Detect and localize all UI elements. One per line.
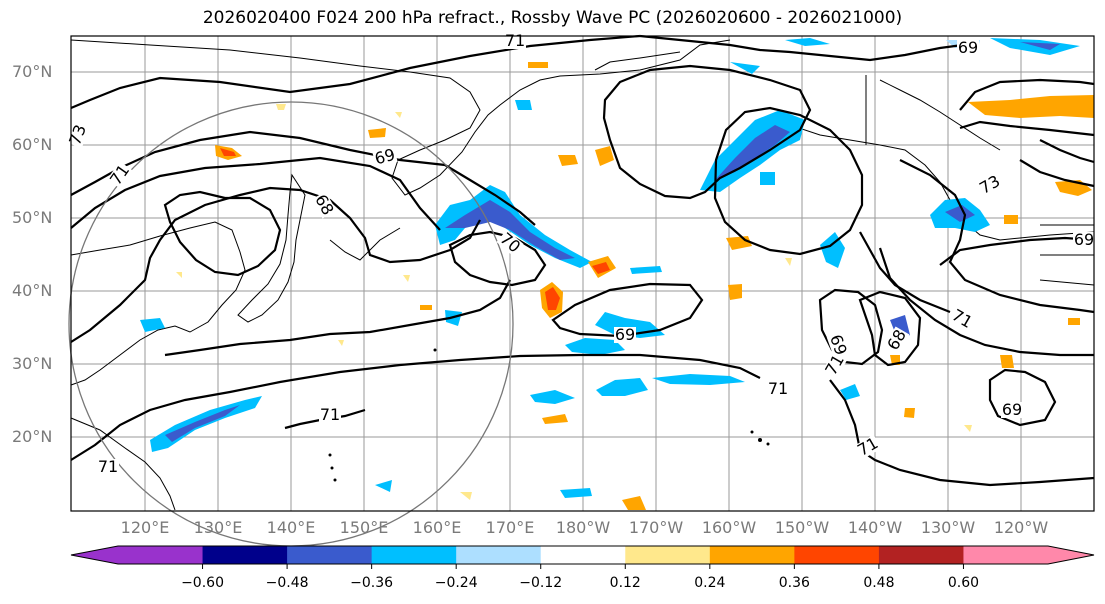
colorbar-segment <box>963 546 1049 564</box>
contour-label-bg <box>767 381 789 397</box>
colorbar-segment <box>287 546 373 564</box>
contour-label-bg <box>319 407 341 423</box>
contour-label: 69 <box>958 38 978 57</box>
latitude-label: 20°N <box>12 427 53 446</box>
colorbar-segment <box>878 546 964 564</box>
colorbar-tick-label: 0.36 <box>778 575 810 591</box>
contour-label-bg <box>957 40 979 56</box>
contour-label-bg <box>884 326 910 354</box>
colorbar-tick-label: 0.48 <box>863 575 895 591</box>
colorbar-tick-label: 0.60 <box>947 575 980 591</box>
contour-label-bg <box>311 191 337 219</box>
colorbar-tick-label: −0.36 <box>350 575 394 591</box>
latitude-label: 30°N <box>12 354 53 373</box>
colorbar-segment <box>371 546 457 564</box>
latitude-label: 40°N <box>12 281 53 300</box>
contour-label: 71 <box>768 379 788 398</box>
longitude-label: 170°E <box>485 518 535 537</box>
contour-label: 71 <box>98 457 118 476</box>
contours <box>70 34 1095 487</box>
contour-label-bg <box>66 121 90 149</box>
colorbar-extend-max <box>1048 546 1094 564</box>
contour-label-bg <box>614 327 636 343</box>
contour-label: 69 <box>1002 400 1022 419</box>
longitude-label: 140°E <box>266 518 316 537</box>
latitude-label: 70°N <box>12 62 53 81</box>
contour-label-bg <box>1073 232 1095 248</box>
contour-label: 69 <box>373 145 398 169</box>
colorbar-segment <box>118 546 204 564</box>
colorbar-segment <box>709 546 795 564</box>
latitude-label: 60°N <box>12 135 53 154</box>
contour-label: 69 <box>615 325 635 344</box>
contour-label-bg <box>826 331 850 359</box>
contour-label-bg <box>504 33 526 49</box>
colorbar-segment <box>456 546 542 564</box>
colorbar-tick-label: −0.48 <box>265 575 309 591</box>
longitude-label: 150°W <box>774 518 830 537</box>
colorbar-tick-label: 0.12 <box>609 575 641 591</box>
longitude-label: 160°E <box>412 518 462 537</box>
latitude-label: 50°N <box>12 208 53 227</box>
contour-label-bg <box>822 351 848 379</box>
colorbar-segment <box>625 546 711 564</box>
longitude-label: 120°W <box>993 518 1049 537</box>
colorbar-tick-label: −0.24 <box>434 575 478 591</box>
contour-label: 71 <box>505 31 525 50</box>
contour-label-bg <box>496 229 524 257</box>
map-border <box>70 35 1095 512</box>
contour-label: 71 <box>320 405 340 424</box>
longitude-label: 180°W <box>555 518 611 537</box>
longitude-label: 130°W <box>920 518 976 537</box>
colorbar-outline <box>70 545 1095 565</box>
contour-label-bg <box>1001 402 1023 418</box>
contour-label-bg <box>948 306 976 332</box>
longitude-label: 170°W <box>628 518 684 537</box>
colorbar-tick-label: 0.24 <box>694 575 726 591</box>
colorbar-tick-label: −0.12 <box>519 575 563 591</box>
longitude-label: 140°W <box>847 518 903 537</box>
contour-label-bg <box>372 146 398 168</box>
longitude-label: 120°E <box>120 518 170 537</box>
contour-label: 69 <box>1074 230 1094 249</box>
colorbar-segment <box>794 546 880 564</box>
colorbar-extend-min <box>71 546 118 564</box>
colorbar <box>70 545 1095 569</box>
contour-label-bg <box>97 459 119 475</box>
colorbar-segment <box>202 546 288 564</box>
colorbar-segment <box>540 546 626 564</box>
map-title: 2026020400 F024 200 hPa refract., Rossby… <box>202 8 903 28</box>
longitude-label: 130°E <box>193 518 243 537</box>
contour-label-bg <box>976 172 1004 198</box>
longitude-label: 160°W <box>701 518 757 537</box>
longitude-label: 150°E <box>339 518 389 537</box>
contour-label-bg <box>854 434 882 460</box>
contour-label-bg <box>107 161 133 189</box>
colorbar-tick-label: −0.60 <box>181 575 224 591</box>
